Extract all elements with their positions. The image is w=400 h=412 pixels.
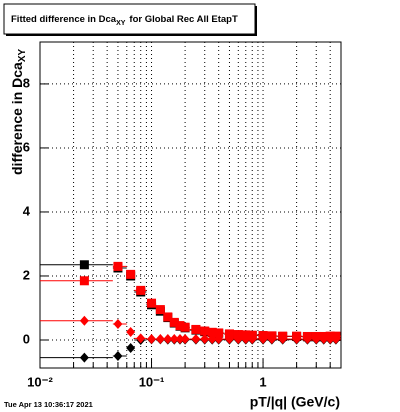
y-label-text: difference in Dca [9, 62, 25, 175]
marker-diamond [319, 334, 329, 345]
marker-diamond [191, 334, 201, 345]
y-tick-label: 2 [23, 267, 30, 282]
marker-diamond [311, 334, 321, 345]
marker-square [191, 324, 201, 334]
title-subscript: XY [116, 20, 126, 27]
title-box [3, 3, 256, 35]
marker-diamond [180, 334, 190, 345]
marker-square [136, 285, 146, 295]
marker-diamond [247, 334, 257, 345]
x-tick-label: 10⁻¹ [139, 374, 165, 389]
marker-diamond [292, 334, 302, 345]
y-tick-label: 0 [23, 331, 30, 346]
marker-square [79, 260, 89, 270]
title-text: for Global Rec All EtapT [129, 14, 238, 25]
marker-diamond [200, 334, 210, 345]
marker-diamond [126, 342, 136, 353]
marker-diamond [241, 334, 251, 345]
marker-diamond [126, 326, 136, 337]
marker-diamond [233, 334, 243, 345]
marker-square [126, 269, 136, 279]
marker-diamond [113, 318, 123, 329]
marker-diamond [214, 334, 224, 345]
marker-diamond [267, 334, 277, 345]
marker-square [175, 321, 185, 331]
marker-square [147, 298, 157, 308]
chart-title: Fitted difference in DcaXY for Global Rec… [11, 14, 238, 27]
marker-square [180, 322, 190, 332]
marker-diamond [147, 334, 157, 345]
marker-square [169, 317, 179, 327]
marker-square [155, 305, 165, 315]
title-text: Fitted difference in Dca [11, 14, 117, 25]
x-tick-label: 1 [259, 374, 266, 389]
y-label-subscript: XY [17, 49, 28, 63]
marker-diamond [136, 333, 146, 344]
y-tick-label: 4 [23, 203, 31, 218]
marker-diamond [113, 350, 123, 361]
marker-diamond [79, 315, 89, 326]
marker-diamond [163, 334, 173, 345]
y-tick-label: 6 [23, 139, 30, 154]
marker-square [79, 276, 89, 286]
marker-square [214, 328, 224, 338]
marker-square [113, 261, 123, 271]
x-axis-label: pT/|q| (GeV/c) [250, 394, 340, 410]
y-axis-label: difference in DcaXY [9, 49, 28, 175]
marker-square [200, 326, 210, 336]
marker-diamond [169, 334, 179, 345]
marker-diamond [278, 334, 288, 345]
plot-frame [39, 41, 342, 369]
timestamp: Tue Apr 13 10:36:17 2021 [4, 400, 93, 409]
marker-diamond [325, 334, 335, 345]
marker-diamond [155, 334, 165, 345]
marker-diamond [331, 334, 341, 345]
marker-diamond [175, 334, 185, 345]
marker-square [224, 329, 234, 339]
marker-diamond [207, 334, 217, 345]
y-tick-label: 8 [23, 75, 30, 90]
marker-diamond [302, 334, 312, 345]
marker-diamond [258, 334, 268, 345]
x-tick-label: 10⁻² [27, 374, 53, 389]
marker-square [163, 312, 173, 322]
marker-diamond [224, 334, 234, 345]
plot-area: 0 2 4 6 8 10⁻² 10⁻¹ 1 [23, 41, 342, 389]
marker-diamond [79, 352, 89, 363]
marker-square [207, 327, 217, 337]
